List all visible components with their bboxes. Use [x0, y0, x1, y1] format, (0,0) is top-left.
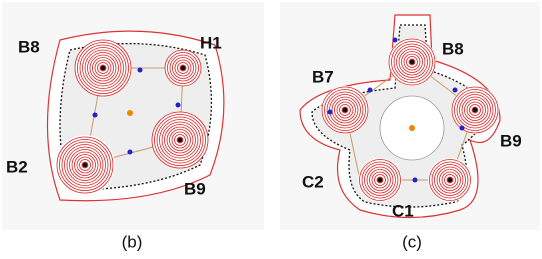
bond-critical-point: [460, 126, 465, 131]
panel-caption: (c): [402, 232, 422, 251]
atom-label: B8: [442, 39, 464, 58]
nucleus: [473, 108, 478, 113]
bond-critical-point: [93, 113, 98, 118]
nucleus: [181, 66, 186, 71]
nucleus: [410, 60, 415, 65]
atom-label: B2: [6, 157, 28, 176]
nucleus: [378, 178, 383, 183]
nucleus: [178, 138, 183, 143]
atom-label: B8: [18, 37, 40, 56]
critical-point: [127, 110, 133, 116]
atom-label: C1: [392, 201, 414, 220]
bond-critical-point: [328, 110, 333, 115]
bond-critical-point: [138, 68, 143, 73]
nucleus: [83, 163, 88, 168]
bond-critical-point: [453, 88, 458, 93]
atom-label: B9: [184, 179, 206, 198]
atom-label: B7: [312, 67, 334, 86]
nucleus: [448, 178, 453, 183]
bond-critical-point: [368, 88, 373, 93]
figure: B8 H1 B2 B9 (b) B8 B7 B9 C2 C1 (c): [0, 0, 542, 259]
panel-caption: (b): [122, 232, 143, 251]
atom-label: B9: [500, 131, 522, 150]
atom-label: C2: [302, 172, 324, 191]
atom-label: H1: [200, 33, 222, 52]
bond-critical-point: [128, 150, 133, 155]
bond-critical-point: [393, 38, 398, 43]
bond-critical-point: [176, 103, 181, 108]
nucleus: [101, 66, 106, 71]
contour-plots: [2, 2, 540, 230]
critical-point: [409, 125, 415, 131]
bond-critical-point: [413, 178, 418, 183]
nucleus: [343, 108, 348, 113]
